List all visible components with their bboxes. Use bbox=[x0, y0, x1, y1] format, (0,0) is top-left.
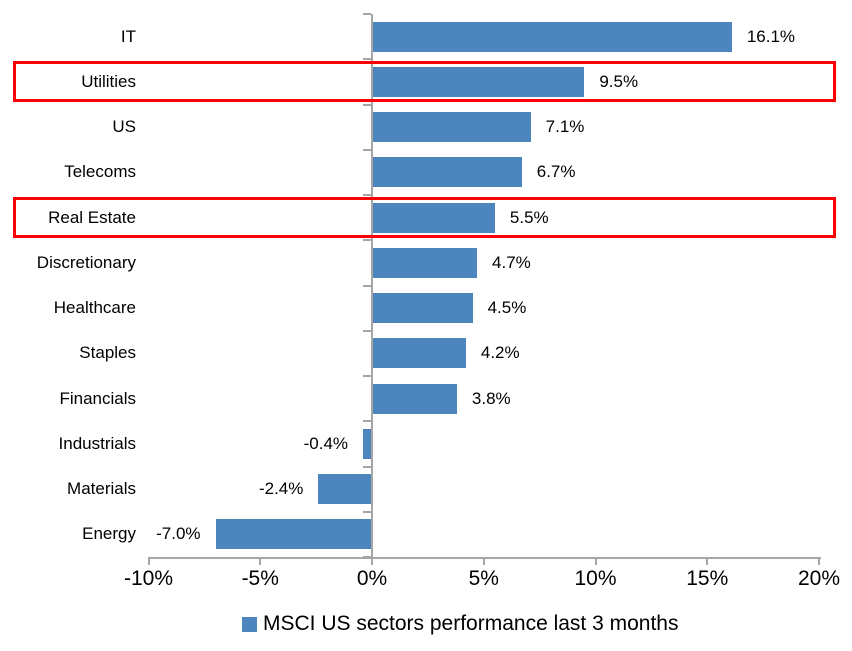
value-axis-tick-label: -10% bbox=[123, 567, 174, 590]
legend-marker-icon bbox=[242, 616, 257, 632]
value-axis-tick bbox=[482, 557, 485, 565]
value-axis-line bbox=[148, 557, 821, 559]
category-axis-tick bbox=[363, 284, 371, 287]
bar bbox=[372, 157, 522, 188]
category-label: IT bbox=[120, 26, 136, 46]
data-label: 9.5% bbox=[599, 71, 639, 91]
bar bbox=[372, 202, 495, 233]
bar bbox=[372, 247, 478, 278]
category-axis-tick bbox=[363, 148, 371, 151]
category-axis-tick bbox=[363, 465, 371, 468]
category-axis-tick bbox=[363, 103, 371, 106]
value-axis-tick-label: 0% bbox=[356, 567, 388, 590]
bar bbox=[372, 21, 732, 52]
data-label: 7.1% bbox=[545, 117, 585, 137]
value-axis-tick-label: 5% bbox=[468, 567, 499, 590]
category-axis-tick bbox=[363, 13, 371, 15]
category-label: Materials bbox=[67, 479, 136, 499]
data-label: 4.5% bbox=[487, 298, 527, 318]
bar bbox=[318, 474, 372, 505]
data-label: -2.4% bbox=[258, 479, 304, 499]
data-label: 4.7% bbox=[492, 252, 531, 272]
bar bbox=[363, 428, 372, 459]
category-label: Discretionary bbox=[36, 252, 136, 272]
value-axis-tick-label: 20% bbox=[797, 567, 841, 590]
value-axis-tick bbox=[818, 557, 820, 565]
value-axis-tick-label: 15% bbox=[686, 567, 729, 590]
category-axis-line bbox=[371, 14, 373, 557]
value-axis-tick bbox=[706, 557, 709, 565]
bar bbox=[372, 112, 531, 143]
data-label: 6.7% bbox=[536, 162, 576, 182]
legend: MSCI US sectors performance last 3 month… bbox=[242, 611, 678, 637]
category-label: Real Estate bbox=[48, 207, 136, 227]
data-label: 5.5% bbox=[509, 207, 549, 227]
bar bbox=[372, 66, 585, 97]
bar bbox=[372, 338, 466, 369]
category-axis-tick bbox=[363, 329, 371, 332]
legend-label: MSCI US sectors performance last 3 month… bbox=[263, 612, 679, 635]
category-label: Telecoms bbox=[64, 162, 136, 182]
category-label: Energy bbox=[82, 524, 136, 544]
category-axis-tick bbox=[363, 239, 371, 242]
value-axis-tick-label: 10% bbox=[574, 567, 617, 590]
bar bbox=[215, 519, 372, 550]
category-label: Financials bbox=[59, 388, 136, 408]
value-axis-tick-label: -5% bbox=[241, 567, 279, 590]
category-label: Utilities bbox=[81, 71, 136, 91]
value-axis-tick bbox=[147, 557, 150, 565]
category-axis-tick bbox=[363, 420, 371, 423]
category-axis-tick bbox=[363, 375, 371, 377]
category-axis-tick bbox=[363, 510, 371, 513]
category-axis-tick bbox=[363, 194, 371, 196]
category-label: Healthcare bbox=[53, 298, 136, 318]
data-label: 4.2% bbox=[480, 343, 520, 363]
data-label: -0.4% bbox=[303, 433, 349, 453]
category-label: Industrials bbox=[58, 433, 136, 453]
value-axis-tick bbox=[259, 557, 262, 565]
bar bbox=[372, 293, 473, 324]
data-label: 16.1% bbox=[746, 26, 796, 46]
category-label: Staples bbox=[79, 343, 136, 363]
data-label: -7.0% bbox=[156, 524, 201, 544]
highlight-box bbox=[13, 197, 836, 239]
data-label: 3.8% bbox=[471, 388, 511, 408]
value-axis-tick bbox=[371, 557, 373, 565]
category-axis-tick bbox=[363, 58, 371, 61]
value-axis-tick bbox=[594, 557, 597, 565]
highlight-box bbox=[13, 61, 836, 103]
category-label: US bbox=[112, 117, 136, 137]
bar bbox=[372, 383, 457, 414]
